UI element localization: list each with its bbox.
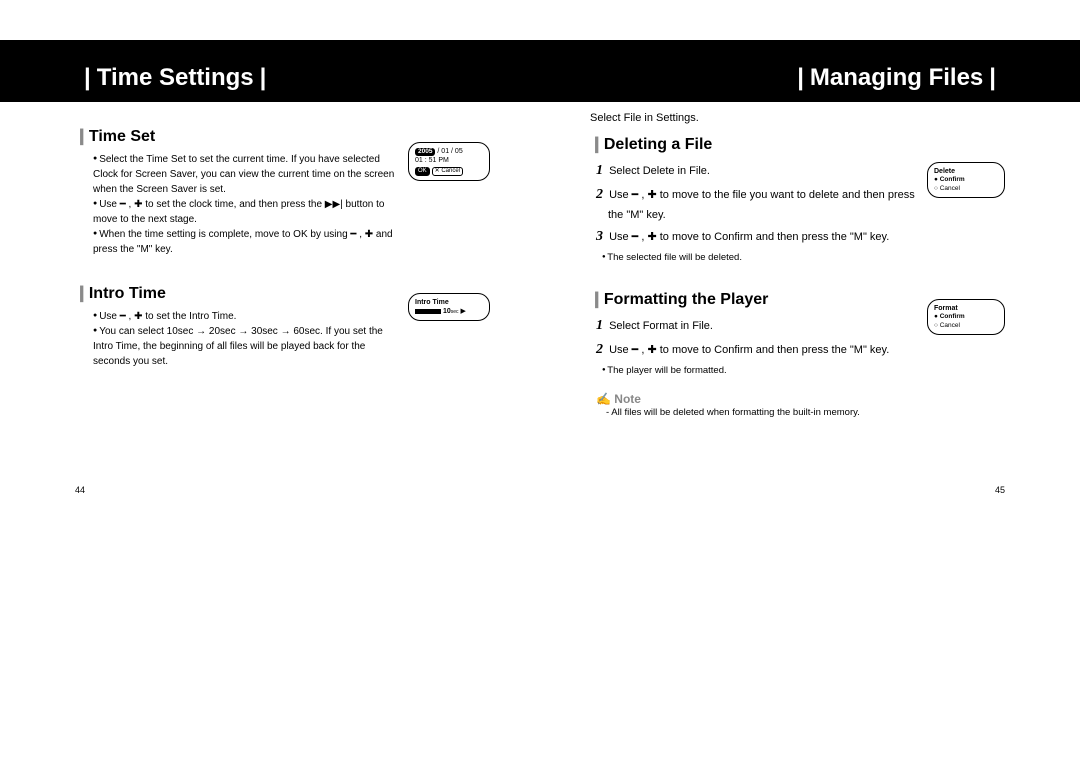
formatting-step: 2 Use ━ , ✚ to move to Confirm and then …	[590, 339, 919, 361]
deleting-step: 1 Select Delete in File.	[590, 160, 919, 182]
deleting-sub: The selected file will be deleted.	[590, 251, 919, 265]
deleting-step: 3 Use ━ , ✚ to move to Confirm and then …	[590, 226, 919, 248]
time-set-bullets: Select the Time Set to set the current t…	[75, 152, 400, 257]
pre-line: Select File in Settings.	[590, 112, 1005, 124]
intro-time-device: Intro Time 10sec ▶	[408, 293, 490, 321]
format-device: Format Confirm Cancel	[927, 299, 1005, 335]
page-number-right: 45	[995, 485, 1005, 495]
right-page: Select File in Settings. Deleting a File…	[540, 0, 1080, 763]
intro-time-bullet: You can select 10sec → 20sec → 30sec → 6…	[93, 324, 400, 369]
time-set-bullet: Use ━ , ✚ to set the clock time, and the…	[93, 197, 400, 227]
time-set-bullet: When the time setting is complete, move …	[93, 227, 400, 257]
note-label: Note	[590, 392, 1005, 406]
deleting-step: 2 Use ━ , ✚ to move to the file you want…	[590, 184, 919, 224]
intro-time-bullet: Use ━ , ✚ to set the Intro Time.	[93, 309, 400, 324]
delete-device: Delete Confirm Cancel	[927, 162, 1005, 198]
deleting-heading: Deleting a File	[590, 134, 919, 154]
time-set-bullet: Select the Time Set to set the current t…	[93, 152, 400, 197]
intro-time-heading: Intro Time	[75, 283, 400, 303]
formatting-step: 1 Select Format in File.	[590, 315, 919, 337]
page-number-left: 44	[75, 485, 85, 495]
formatting-heading: Formatting the Player	[590, 289, 919, 309]
page-spread: Time Set Select the Time Set to set the …	[0, 0, 1080, 763]
time-set-heading: Time Set	[75, 126, 400, 146]
left-page: Time Set Select the Time Set to set the …	[0, 0, 540, 763]
time-set-device: 2005 / 01 / 05 01 : 51 PM OK ✕ Cancel	[408, 142, 490, 181]
intro-time-bullets: Use ━ , ✚ to set the Intro Time. You can…	[75, 309, 400, 369]
note-line: - All files will be deleted when formatt…	[590, 406, 1005, 420]
formatting-sub: The player will be formatted.	[590, 364, 919, 378]
